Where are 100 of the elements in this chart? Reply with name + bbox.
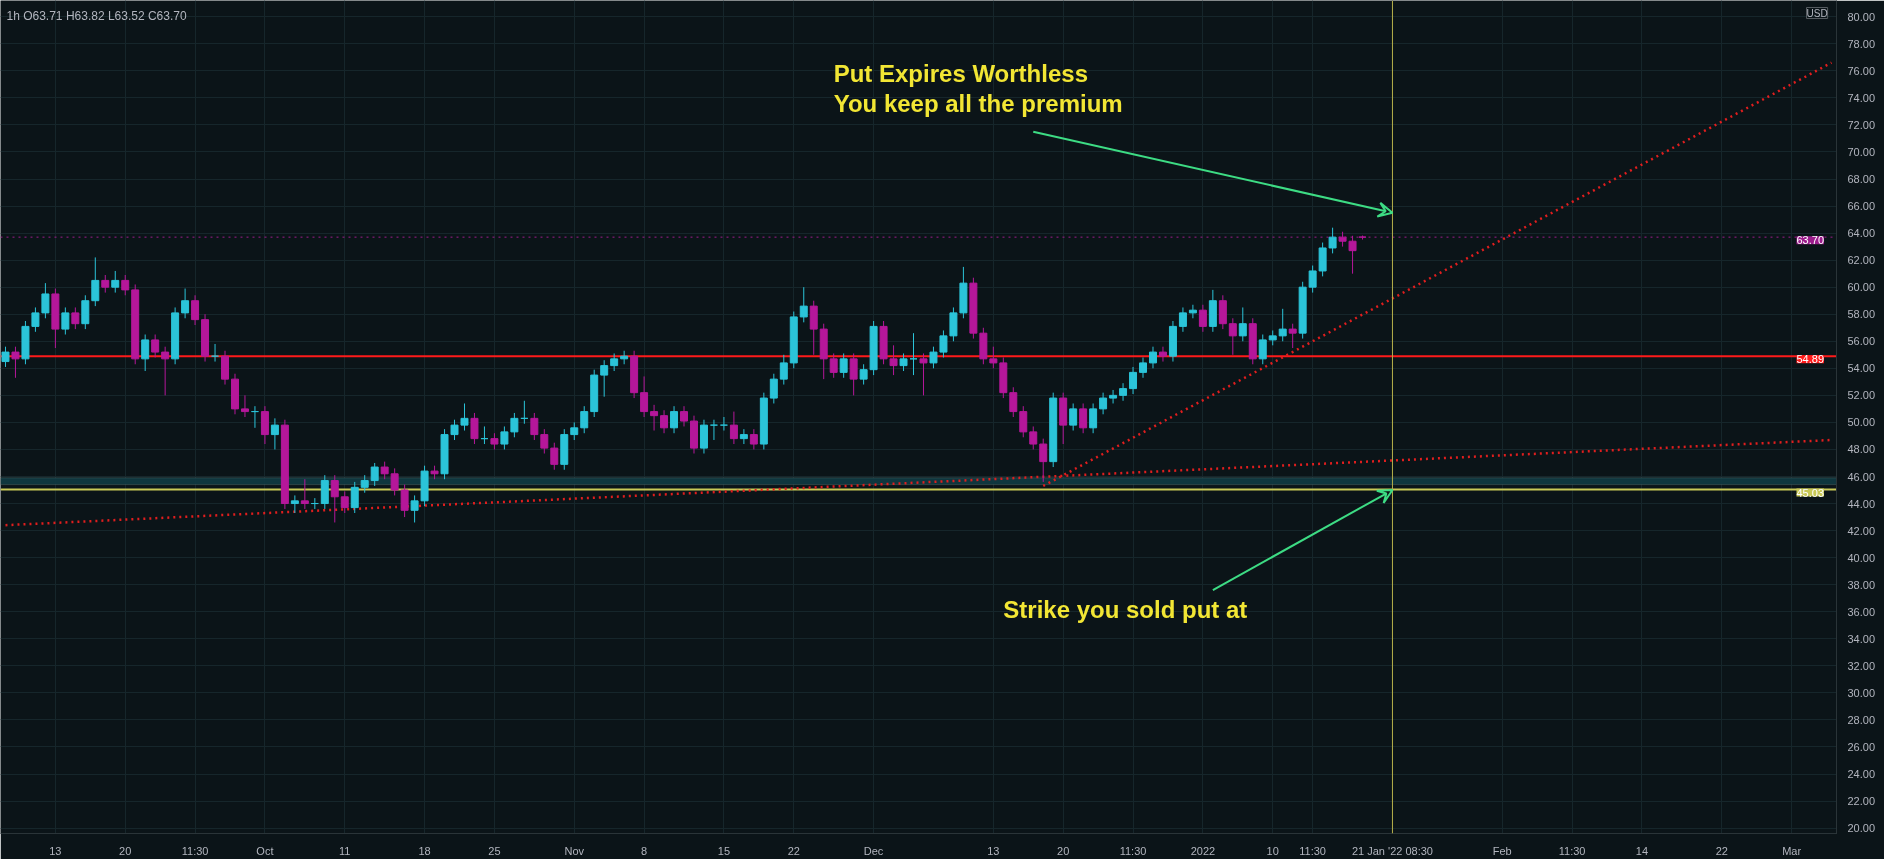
candlestick bbox=[1228, 317, 1237, 356]
candlestick bbox=[270, 417, 279, 450]
candlestick bbox=[1099, 392, 1108, 415]
candlestick bbox=[400, 484, 409, 518]
candlestick bbox=[330, 474, 339, 523]
x-tick-label: 22 bbox=[1715, 844, 1728, 857]
candlestick bbox=[709, 419, 718, 441]
candlestick bbox=[221, 350, 229, 386]
y-tick-label: 72.00 bbox=[1847, 118, 1876, 131]
candlestick bbox=[1129, 366, 1138, 395]
candlestick bbox=[909, 332, 918, 376]
candlestick bbox=[211, 343, 220, 363]
candlestick bbox=[660, 409, 669, 434]
candlestick bbox=[191, 294, 200, 326]
y-tick-label: 28.00 bbox=[1847, 713, 1876, 726]
y-tick-label: 38.00 bbox=[1847, 578, 1876, 591]
candlestick bbox=[1089, 402, 1098, 434]
candlestick bbox=[1288, 323, 1297, 349]
candlestick bbox=[1009, 386, 1018, 418]
candlestick bbox=[510, 412, 519, 438]
candlestick bbox=[1178, 306, 1187, 333]
x-tick-label: 13 bbox=[49, 844, 62, 857]
candlestick bbox=[939, 329, 948, 358]
candlestick bbox=[300, 478, 309, 510]
candlestick bbox=[390, 467, 399, 496]
ref-line-label: 54.89 bbox=[1796, 353, 1825, 366]
y-tick-label: 78.00 bbox=[1847, 37, 1876, 50]
candlestick bbox=[640, 375, 649, 418]
candlestick bbox=[350, 481, 359, 514]
candlestick bbox=[1258, 334, 1267, 365]
candlestick bbox=[1158, 346, 1167, 363]
candlestick bbox=[240, 394, 249, 418]
candlestick bbox=[260, 405, 269, 445]
x-tick-label: 10 bbox=[1266, 844, 1279, 857]
y-tick-label: 54.00 bbox=[1847, 362, 1876, 375]
candlestick bbox=[650, 404, 659, 432]
y-tick-label: 62.00 bbox=[1847, 254, 1876, 267]
candlestick bbox=[1198, 304, 1207, 333]
y-tick-label: 26.00 bbox=[1847, 740, 1876, 753]
candlestick bbox=[620, 350, 629, 365]
candlestick bbox=[749, 428, 758, 450]
x-tick-label: Nov bbox=[564, 844, 585, 857]
x-tick-label: 25 bbox=[488, 844, 501, 857]
candlestick bbox=[729, 411, 738, 445]
candlestick bbox=[1019, 405, 1028, 438]
x-tick-label: 2022 bbox=[1190, 844, 1216, 857]
candlestick bbox=[370, 462, 379, 487]
x-tick-label: Feb bbox=[1492, 844, 1512, 857]
annotation: Strike you sold put at bbox=[1003, 595, 1248, 623]
candlestick bbox=[949, 306, 958, 342]
y-tick-label: 50.00 bbox=[1847, 416, 1876, 429]
candlestick bbox=[81, 294, 90, 330]
y-axis-title: USD bbox=[1806, 7, 1828, 19]
candlestick bbox=[540, 428, 549, 455]
ref-line-label: 63.70 bbox=[1796, 234, 1825, 247]
candlestick bbox=[1029, 425, 1038, 450]
candlestick bbox=[1308, 265, 1317, 294]
candlestick bbox=[919, 352, 928, 396]
candlestick bbox=[1139, 357, 1147, 379]
y-tick-label: 48.00 bbox=[1847, 443, 1876, 456]
candlestick bbox=[929, 346, 938, 369]
y-tick-label: 76.00 bbox=[1847, 64, 1876, 77]
candlestick bbox=[1109, 389, 1118, 404]
candlestick bbox=[680, 405, 688, 427]
candlestick bbox=[769, 373, 778, 404]
x-tick-label: 13 bbox=[987, 844, 1000, 857]
y-tick-label: 56.00 bbox=[1847, 335, 1876, 348]
candlestick bbox=[1079, 402, 1088, 434]
candlestick bbox=[670, 405, 679, 434]
candlestick bbox=[719, 416, 728, 432]
x-tick-label: 11:30 bbox=[1119, 844, 1147, 857]
y-tick-label: 24.00 bbox=[1847, 768, 1876, 780]
x-tick-label: 14 bbox=[1635, 844, 1649, 857]
x-tick-label: 21 Jan '22 08:30 bbox=[1351, 844, 1433, 857]
candlestick bbox=[111, 270, 120, 294]
y-tick-label: 66.00 bbox=[1847, 200, 1876, 213]
x-tick-label: 20 bbox=[1057, 844, 1070, 857]
candlestick bbox=[1039, 438, 1048, 483]
candlestick bbox=[779, 354, 788, 386]
x-tick-label: 11:30 bbox=[1558, 844, 1586, 857]
candlestick bbox=[161, 346, 170, 396]
candlestick bbox=[1328, 227, 1337, 254]
candlestick bbox=[71, 306, 80, 330]
y-tick-label: 20.00 bbox=[1847, 822, 1876, 835]
y-tick-label: 52.00 bbox=[1847, 389, 1876, 402]
candlestick bbox=[61, 306, 70, 336]
y-tick-label: 44.00 bbox=[1847, 497, 1876, 510]
candlestick bbox=[470, 412, 479, 445]
candlestick bbox=[1238, 306, 1247, 342]
x-tick-label: 15 bbox=[717, 844, 731, 857]
x-tick-label: 20 bbox=[119, 844, 132, 857]
candlestick bbox=[889, 344, 898, 376]
y-tick-label: 32.00 bbox=[1847, 659, 1876, 672]
candlestick bbox=[600, 359, 609, 398]
candlestick bbox=[320, 474, 329, 510]
candlestick bbox=[580, 405, 589, 434]
candlestick bbox=[550, 442, 559, 471]
y-tick-label: 80.00 bbox=[1847, 10, 1876, 23]
ref-line-label: 45.03 bbox=[1796, 486, 1825, 499]
candlestick bbox=[11, 346, 20, 379]
